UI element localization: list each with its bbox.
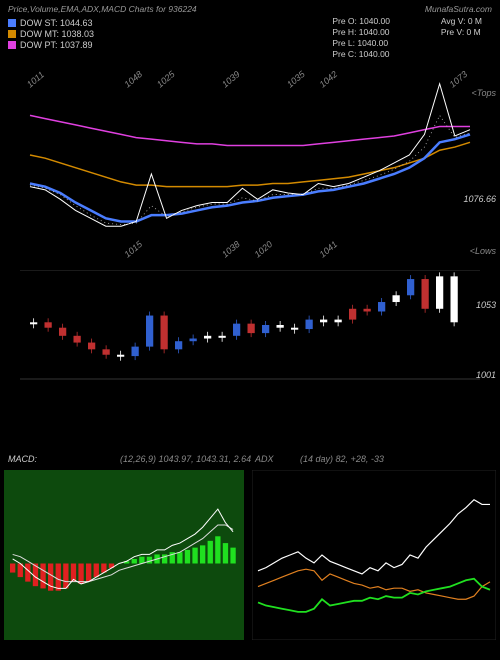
macd-chart[interactable] xyxy=(4,470,244,640)
swatch-mt xyxy=(8,30,16,38)
legend-pt-label: DOW PT: 1037.89 xyxy=(20,40,93,50)
swatch-pt xyxy=(8,41,16,49)
lows-marker: <Lows xyxy=(470,246,496,256)
svg-text:1073: 1073 xyxy=(448,69,470,90)
adx-chart[interactable] xyxy=(252,470,496,640)
svg-text:1025: 1025 xyxy=(155,68,178,89)
prev-ohlc: Pre O: 1040.00 Pre H: 1040.00 Pre L: 104… xyxy=(332,16,390,60)
price-annot: 1076.66 xyxy=(463,194,496,204)
tops-marker: <Tops xyxy=(472,88,496,98)
prev-l: Pre L: 1040.00 xyxy=(332,38,390,49)
site-name: MunafaSutra.com xyxy=(425,4,492,14)
avg-vol: Avg V: 0 M Pre V: 0 M xyxy=(441,16,482,38)
price-chart[interactable]: 1011 1048 1025 1039 1035 1042 1073 1015 1038 1020… xyxy=(0,60,500,260)
svg-text:1048: 1048 xyxy=(122,69,144,90)
adx-params: (14 day) 82, +28, -33 xyxy=(300,454,384,464)
legend-pt: DOW PT: 1037.89 xyxy=(8,40,94,50)
legend-st-label: DOW ST: 1044.63 xyxy=(20,18,93,28)
legend-mt-label: DOW MT: 1038.03 xyxy=(20,29,94,39)
candle-chart[interactable] xyxy=(0,270,500,380)
macd-params: (12,26,9) 1043.97, 1043.31, 2.64 xyxy=(120,454,251,464)
svg-text:1015: 1015 xyxy=(122,238,145,259)
svg-text:1039: 1039 xyxy=(220,69,242,90)
prev-c: Pre C: 1040.00 xyxy=(332,49,390,60)
svg-text:1035: 1035 xyxy=(285,68,308,89)
macd-label: MACD: xyxy=(8,454,37,464)
legend-st: DOW ST: 1044.63 xyxy=(8,18,94,28)
ema-legend: DOW ST: 1044.63 DOW MT: 1038.03 DOW PT: … xyxy=(8,18,94,51)
svg-text:1042: 1042 xyxy=(317,69,339,90)
chart-header: Price,Volume,EMA,ADX,MACD Charts for 936… xyxy=(0,0,500,18)
svg-text:1011: 1011 xyxy=(25,69,46,89)
svg-text:1041: 1041 xyxy=(317,239,339,260)
svg-text:1038: 1038 xyxy=(220,239,242,260)
swatch-st xyxy=(8,19,16,27)
legend-mt: DOW MT: 1038.03 xyxy=(8,29,94,39)
avg-v: Avg V: 0 M xyxy=(441,16,482,27)
svg-text:1020: 1020 xyxy=(252,239,274,260)
prev-o: Pre O: 1040.00 xyxy=(332,16,390,27)
prev-h: Pre H: 1040.00 xyxy=(332,27,390,38)
pre-v: Pre V: 0 M xyxy=(441,27,482,38)
vol-top: 1053 xyxy=(476,300,496,310)
vol-bot: 1001 xyxy=(476,370,496,380)
chart-title: Price,Volume,EMA,ADX,MACD Charts for 936… xyxy=(8,4,197,14)
adx-label: ADX xyxy=(255,454,274,464)
